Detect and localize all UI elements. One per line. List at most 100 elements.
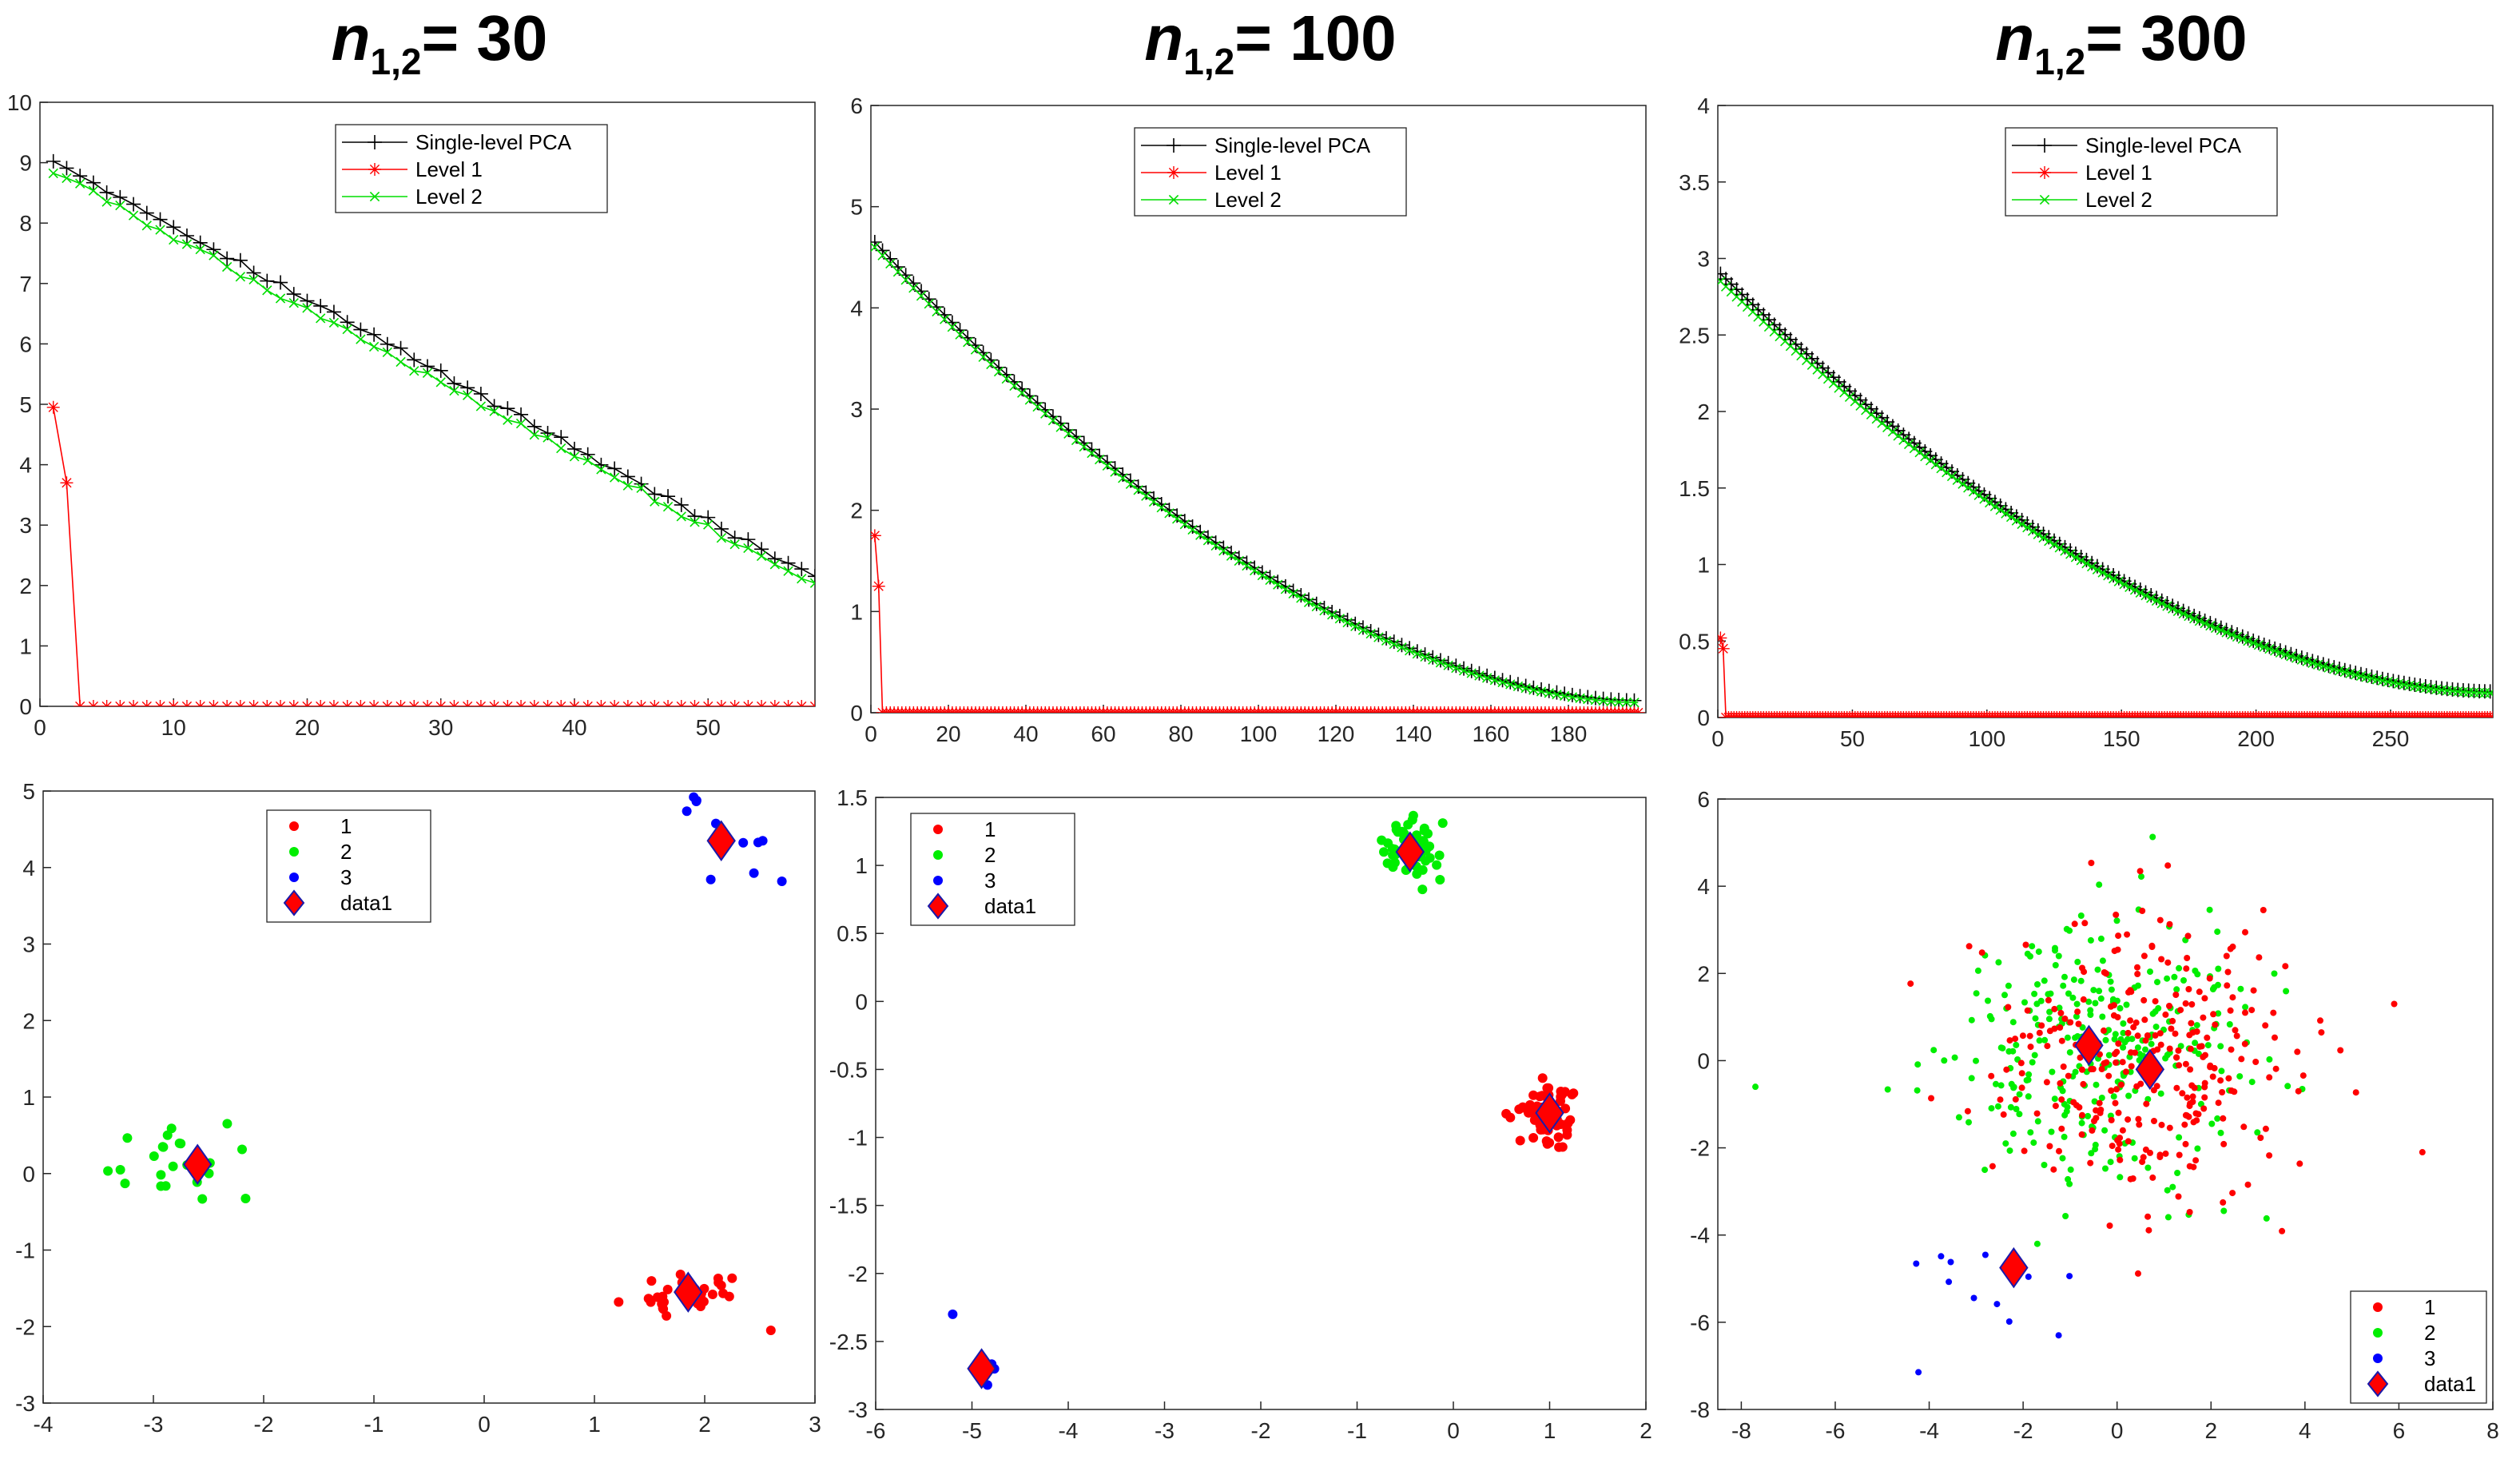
x-marker — [2033, 529, 2043, 539]
x-marker — [1544, 688, 1554, 698]
point-cluster-1 — [2186, 1103, 2193, 1110]
point-cluster-1 — [2108, 1087, 2115, 1094]
x-marker — [422, 368, 433, 378]
x-tick-label: 140 — [1395, 722, 1433, 746]
point-cluster-2 — [1377, 835, 1387, 845]
legend-dot — [2373, 1328, 2383, 1338]
x-marker — [1110, 467, 1120, 477]
point-cluster-2 — [2052, 944, 2058, 952]
point-cluster-2 — [2073, 1013, 2080, 1020]
point-cluster-2 — [2152, 1008, 2159, 1015]
point-cluster-2 — [2061, 1133, 2068, 1140]
x-marker — [1458, 666, 1469, 676]
point-cluster-2 — [2217, 1043, 2224, 1050]
x-marker — [1428, 654, 1438, 665]
x-marker — [2049, 539, 2060, 550]
point-cluster-1 — [2177, 1007, 2184, 1014]
x-marker — [955, 329, 965, 340]
point-cluster-1 — [2154, 1046, 2161, 1053]
legend-label: Level 1 — [415, 157, 483, 181]
point-cluster-2 — [1914, 1061, 1922, 1068]
x-marker — [2129, 585, 2140, 595]
x-marker — [2172, 606, 2184, 617]
x-tick-label: 40 — [1013, 722, 1038, 746]
x-tick-label: 50 — [696, 715, 721, 740]
x-marker — [1844, 392, 1855, 402]
point-cluster-1 — [2158, 1121, 2165, 1128]
legend-label: 3 — [2424, 1346, 2435, 1370]
point-cluster-2 — [2120, 1044, 2127, 1051]
x-marker — [1497, 677, 1508, 688]
x-marker — [2200, 618, 2210, 629]
star-marker — [1718, 631, 1727, 645]
point-cluster-2 — [2097, 995, 2105, 1002]
y-tick-label: 0.5 — [1679, 629, 1710, 654]
x-marker — [288, 298, 299, 308]
point-cluster-1 — [2096, 1099, 2103, 1107]
x-marker — [2081, 559, 2092, 569]
data1-marker — [2074, 1024, 2104, 1067]
x-marker — [1958, 479, 1968, 489]
point-cluster-2 — [2148, 1040, 2155, 1048]
star-marker — [781, 700, 795, 706]
point-cluster-1 — [2220, 1140, 2228, 1147]
x-tick-label: 0 — [1711, 726, 1724, 751]
x-marker — [986, 359, 996, 370]
point-cluster-1 — [2225, 1075, 2232, 1082]
legend-label: 1 — [984, 817, 996, 841]
star-marker — [474, 700, 487, 706]
legend-label: data1 — [2424, 1372, 2476, 1396]
x-tick-label: 10 — [161, 715, 186, 740]
x-marker — [2146, 593, 2156, 603]
point-cluster-2 — [2099, 1013, 2106, 1020]
plus-marker — [713, 521, 729, 536]
x-marker — [2125, 582, 2135, 592]
point-cluster-2 — [2006, 1147, 2013, 1155]
point-cluster-2 — [2096, 988, 2103, 995]
x-marker — [871, 242, 880, 252]
point-cluster-1 — [1989, 1163, 1996, 1170]
plus-marker — [353, 322, 368, 337]
data1-marker — [182, 1143, 213, 1185]
point-cluster-2 — [1993, 1080, 1999, 1087]
x-marker — [1963, 483, 1973, 493]
legend-dot — [289, 847, 299, 857]
point-cluster-1 — [2137, 1080, 2144, 1087]
point-cluster-2 — [1981, 1167, 1989, 1174]
y-tick-label: 2 — [1697, 961, 1710, 986]
x-marker — [262, 285, 272, 296]
x-marker — [235, 272, 246, 282]
x-marker — [1350, 621, 1361, 632]
chart-eig-300: 0 50 100 150 200 250 0 0.5 1 1.5 2 2.5 3 3.5 4 Single-l… — [1679, 93, 2494, 751]
point-cluster-2 — [2045, 991, 2052, 998]
x-tick-label: 2 — [698, 1412, 711, 1437]
point-cluster-2 — [2176, 964, 2183, 972]
x-marker — [1914, 447, 1925, 458]
star-marker — [809, 700, 815, 706]
x-marker — [382, 347, 392, 358]
legend-dot — [933, 825, 943, 834]
x-marker — [1118, 473, 1128, 483]
y-tick-label: 1 — [1697, 553, 1710, 578]
x-marker — [2086, 561, 2097, 572]
point-cluster-1 — [2184, 932, 2192, 940]
point-cluster-1 — [2318, 1029, 2325, 1036]
plus-marker — [139, 205, 154, 221]
point-cluster-1 — [2173, 1084, 2180, 1091]
x-marker — [1435, 658, 1446, 668]
point-cluster-1 — [2087, 1159, 2094, 1167]
legend-label: 3 — [984, 869, 996, 892]
x-tick-label: -6 — [1826, 1418, 1846, 1443]
y-tick-label: 4 — [1697, 874, 1710, 899]
x-marker — [1342, 617, 1353, 628]
point-cluster-3 — [1970, 1294, 1977, 1302]
point-cluster-2 — [156, 1170, 166, 1180]
point-cluster-1 — [2089, 1127, 2096, 1134]
point-cluster-1 — [2127, 1017, 2134, 1024]
point-cluster-1 — [2021, 1147, 2028, 1155]
point-cluster-1 — [2101, 969, 2108, 976]
point-cluster-1 — [1557, 1089, 1568, 1099]
x-marker — [2168, 603, 2178, 614]
point-cluster-2 — [2154, 979, 2160, 986]
